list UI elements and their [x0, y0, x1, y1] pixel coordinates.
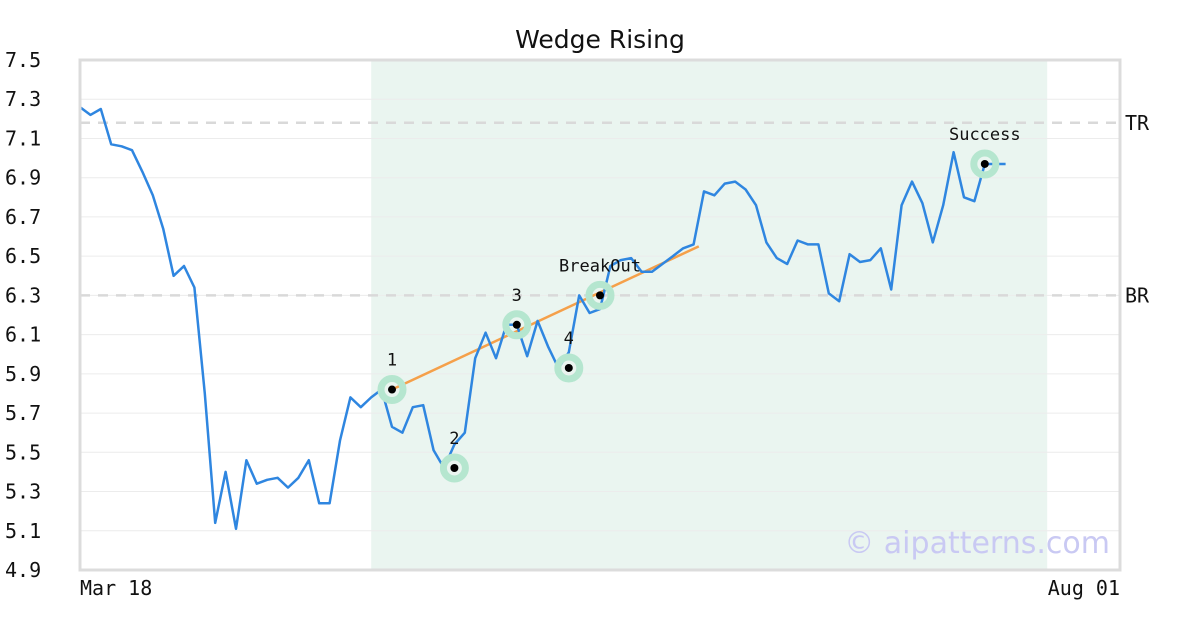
pattern-region [371, 60, 1048, 570]
marker-dot [512, 320, 521, 329]
y-tick-label: 6.7 [5, 205, 41, 229]
marker-ring [970, 149, 1000, 179]
grid-lines [80, 98, 1120, 532]
y-tick-label: 7.1 [5, 126, 41, 150]
y-axis-ticks: 4.9 5.1 5.3 5.5 5.7 5.9 6.1 6.3 6.5 6.7 6.9 7.1 7.3 7… [5, 48, 41, 582]
marker-dot [980, 159, 989, 168]
trendline [391, 245, 700, 391]
trendline-segment [391, 245, 700, 391]
x-tick-label: Aug 01 [1048, 576, 1120, 600]
pattern-markers: 1 2 3 4 BreakOut Success [377, 125, 1021, 483]
marker-label: 4 [564, 329, 574, 349]
y-tick-label: 5.1 [5, 519, 41, 543]
plot-frame [78, 58, 1122, 572]
price-line [79, 106, 1006, 531]
marker-ring [554, 353, 584, 383]
y-tick-label: 5.7 [5, 401, 41, 425]
level-lines: TR BR [80, 111, 1150, 307]
x-tick-label: Mar 18 [80, 576, 152, 600]
y-tick-label: 5.5 [5, 440, 41, 464]
price-series [79, 106, 1006, 531]
marker-ring [585, 280, 615, 310]
y-tick-label: 6.3 [5, 283, 41, 307]
marker-label: Success [949, 125, 1021, 145]
marker-ring [439, 453, 469, 483]
marker-dot [564, 363, 573, 372]
y-tick-label: 7.5 [5, 48, 41, 72]
marker-label: BreakOut [559, 256, 641, 276]
y-tick-label: 6.5 [5, 244, 41, 268]
level-label-br: BR [1125, 283, 1150, 307]
y-tick-label: 5.9 [5, 362, 41, 386]
y-tick-label: 6.9 [5, 166, 41, 190]
chart-title: Wedge Rising [515, 25, 685, 54]
y-tick-label: 5.3 [5, 480, 41, 504]
marker-ring [502, 310, 532, 340]
marker-label: 3 [512, 286, 522, 306]
level-label-tr: TR [1125, 111, 1150, 135]
watermark: © aipatterns.com [844, 526, 1110, 561]
y-tick-label: 7.3 [5, 87, 41, 111]
y-tick-label: 6.1 [5, 323, 41, 347]
marker-label: 2 [449, 429, 459, 449]
marker-label: 1 [387, 351, 397, 371]
y-tick-label: 4.9 [5, 558, 41, 582]
marker-dot [450, 464, 459, 472]
marker-ring [377, 375, 407, 405]
marker-dot [388, 385, 396, 394]
pattern-region-band [371, 60, 1048, 570]
x-axis-ticks: Mar 18 Aug 01 [80, 576, 1120, 600]
marker-dot [596, 291, 604, 300]
